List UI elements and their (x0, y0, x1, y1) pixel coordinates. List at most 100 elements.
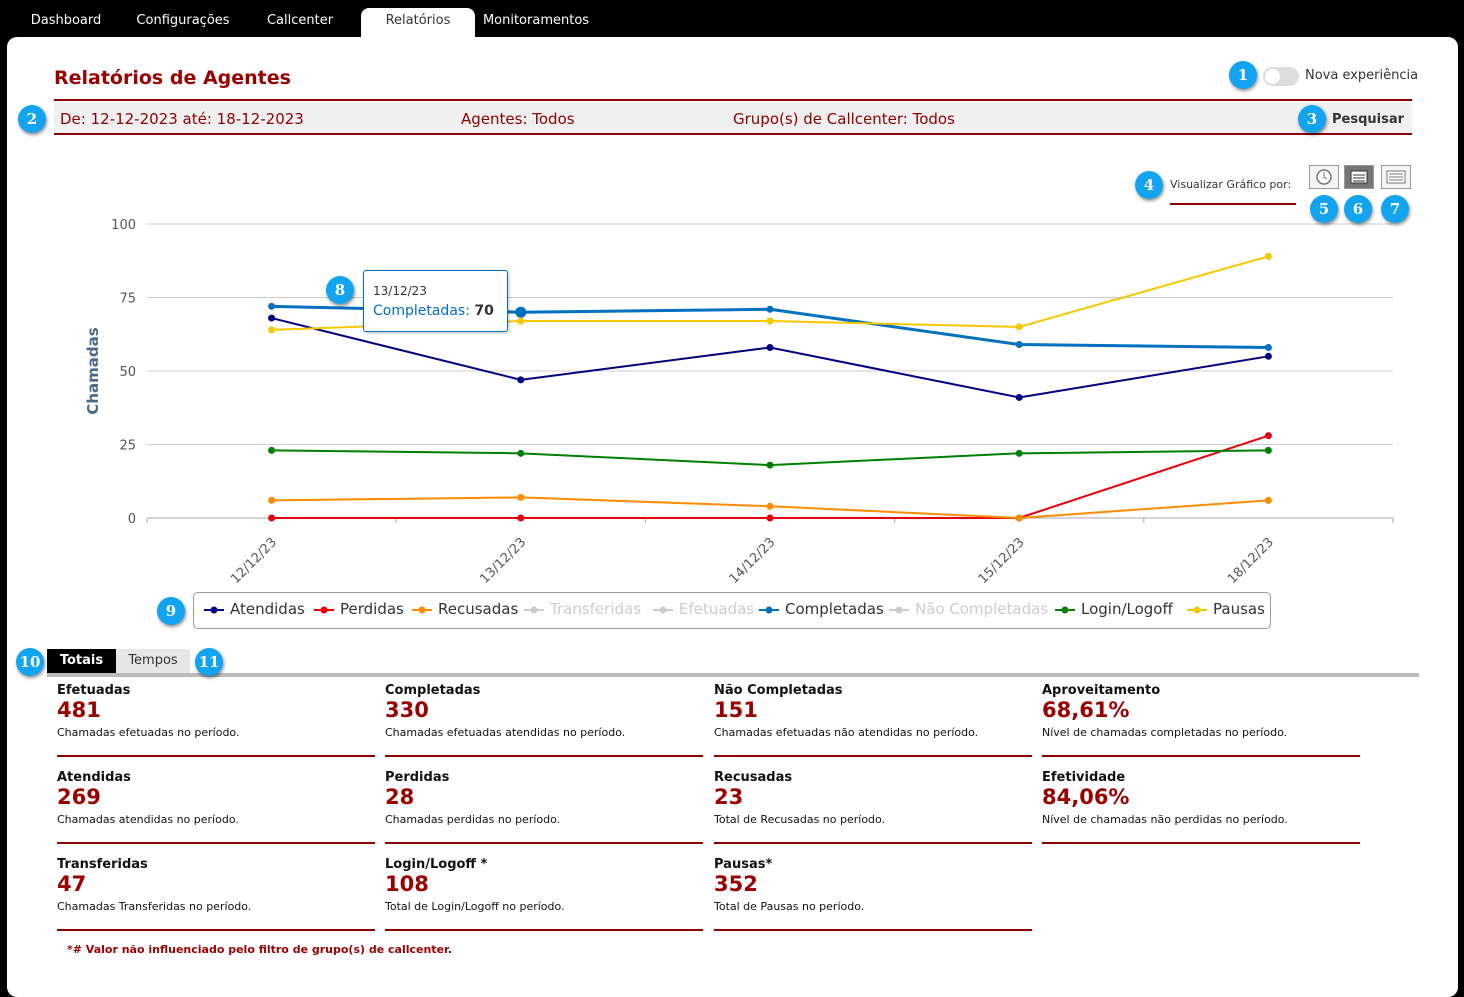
callout: 10 (16, 648, 44, 676)
data-point (766, 317, 774, 325)
legend-symbol (314, 606, 334, 613)
legend-item[interactable]: Transferidas (523, 600, 641, 618)
card-description: Total de Login/Logoff no período. (385, 900, 565, 913)
card-value: 352 (714, 872, 758, 896)
toggle-knob (1265, 69, 1280, 84)
data-point (1264, 496, 1272, 504)
data-point (1015, 341, 1023, 349)
card-title: Completadas (385, 683, 481, 698)
tab-line (47, 673, 1419, 677)
card-description: Chamadas efetuadas atendidas no período. (385, 726, 626, 739)
legend-symbol (412, 606, 432, 613)
filter-bar (54, 102, 1412, 135)
x-tick-label: 13/12/23 (477, 535, 529, 587)
callout: 9 (157, 597, 185, 625)
legend-label: Transferidas (550, 600, 642, 618)
legend-label: Pausas (1213, 600, 1265, 618)
nav-tab[interactable]: Monitoramentos (482, 13, 590, 28)
legend-item[interactable]: Perdidas (313, 600, 404, 618)
legend-item[interactable]: Login/Logoff (1054, 600, 1173, 618)
tab[interactable]: Tempos (116, 649, 190, 673)
callout: 1 (1229, 61, 1257, 89)
card-description: Nível de chamadas não perdidas no períod… (1042, 813, 1288, 826)
data-point (1264, 446, 1272, 454)
card-value: 28 (385, 785, 415, 809)
card-title: Não Completadas (714, 683, 843, 698)
filter-agents: Agentes: Todos (461, 110, 575, 128)
callout: 7 (1381, 195, 1409, 223)
data-point (268, 446, 276, 454)
footnote: *# Valor não influenciado pelo filtro de… (67, 943, 453, 956)
card-description: Chamadas Transferidas no período. (57, 900, 252, 913)
legend-item[interactable]: Pausas (1186, 600, 1265, 618)
data-point (766, 502, 774, 510)
callout: 8 (326, 276, 354, 304)
card-title: Pausas* (714, 857, 773, 872)
total-card: Perdidas 28 Chamadas perdidas no período. (385, 770, 703, 844)
card-description: Nível de chamadas completadas no período… (1042, 726, 1288, 739)
data-point (1015, 514, 1023, 522)
card-title: Aproveitamento (1042, 683, 1161, 698)
data-point (517, 449, 525, 457)
data-point (517, 317, 525, 325)
nav-tab[interactable]: Callcenter (266, 13, 334, 28)
card-value: 269 (57, 785, 101, 809)
divider (54, 99, 1412, 101)
y-tick-label: 75 (119, 292, 136, 307)
x-tick-label: 18/12/23 (1225, 535, 1277, 587)
view-list-button[interactable] (1381, 165, 1411, 189)
toggle-label: Nova experiência (1305, 68, 1419, 83)
data-point (517, 376, 525, 384)
view-time-button[interactable] (1309, 165, 1339, 189)
nav-tab[interactable]: Relatórios (361, 8, 475, 37)
legend-label: Recusadas (438, 600, 519, 618)
view-card-button[interactable] (1344, 165, 1374, 189)
legend-item[interactable]: Não Completadas (888, 600, 1048, 618)
y-tick-label: 100 (111, 218, 136, 233)
tab[interactable]: Totais (47, 649, 116, 673)
card-title: Transferidas (57, 857, 148, 872)
x-tick-label: 15/12/23 (976, 535, 1028, 587)
callout: 3 (1298, 105, 1326, 133)
data-point (1015, 449, 1023, 457)
card-description: Chamadas efetuadas não atendidas no perí… (714, 726, 979, 739)
data-point (1264, 252, 1272, 260)
chart: Chamadas 0 25 50 75 100 12/12/23 13/12/23 14/12… (84, 218, 1394, 587)
callout: 4 (1135, 171, 1163, 199)
card-title: Atendidas (57, 770, 131, 785)
divider (1170, 203, 1296, 205)
nav-tab[interactable]: Dashboard (30, 13, 102, 28)
icon (1316, 169, 1332, 185)
card-title: Perdidas (385, 770, 450, 785)
legend-item[interactable]: Atendidas (203, 600, 305, 618)
y-tick-label: 0 (128, 512, 136, 527)
page-title: Relatórios de Agentes (54, 67, 291, 89)
view-by-label: Visualizar Gráfico por: (1170, 178, 1292, 191)
legend-label: Completadas (785, 600, 884, 618)
card-value: 84,06% (1042, 785, 1130, 809)
callout: 11 (195, 648, 223, 676)
total-card: Transferidas 47 Chamadas Transferidas no p… (57, 857, 375, 931)
data-point (515, 306, 527, 318)
legend-item[interactable]: Completadas (758, 600, 884, 618)
card-title: Efetuadas (57, 683, 131, 698)
legend-symbol (653, 606, 673, 613)
card-title: Efetividade (1042, 770, 1126, 785)
card-value: 151 (714, 698, 758, 722)
icon (1386, 170, 1406, 184)
data-point (766, 461, 774, 469)
legend-symbol (1187, 606, 1207, 613)
total-card: Efetuadas 481 Chamadas efetuadas no períod… (57, 683, 375, 757)
card-description: Total de Pausas no período. (714, 900, 865, 913)
search-button[interactable]: Pesquisar (1332, 112, 1405, 127)
data-point (268, 514, 276, 522)
legend-symbol (524, 606, 544, 613)
total-card: Pausas* 352 Total de Pausas no período. (714, 857, 1032, 931)
total-card: Login/Logoff * 108 Total de Login/Logoff n… (385, 857, 703, 931)
total-card: Efetividade 84,06% Nível de chamadas não p… (1042, 770, 1360, 844)
nav-tab[interactable]: Configurações (136, 13, 230, 28)
data-point (517, 514, 525, 522)
legend-item[interactable]: Efetuadas (652, 600, 754, 618)
data-point (268, 302, 276, 310)
legend-item[interactable]: Recusadas (411, 600, 518, 618)
